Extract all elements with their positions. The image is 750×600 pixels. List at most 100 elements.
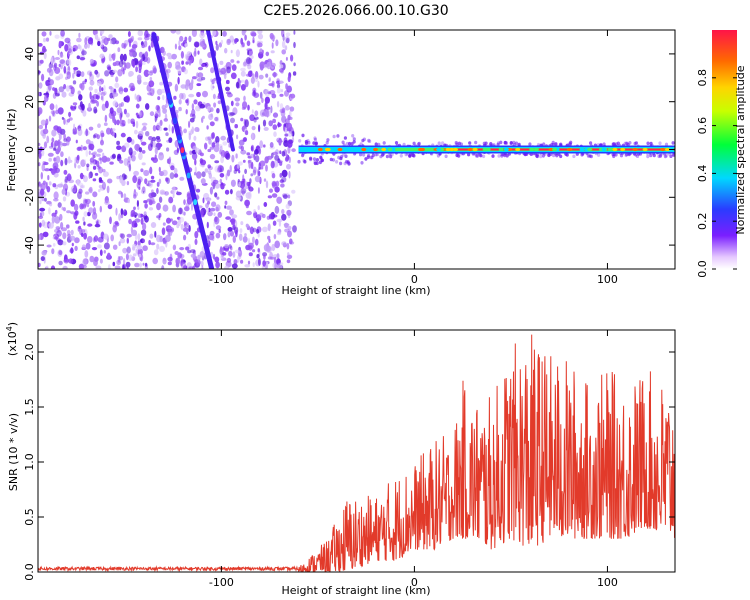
band-halo-dot (375, 152, 380, 157)
band-halo-dot (455, 142, 459, 147)
noise-dot (190, 253, 196, 258)
noise-dot (191, 30, 197, 37)
noise-dot (133, 206, 136, 211)
noise-dot (265, 180, 269, 189)
noise-dot (140, 168, 144, 173)
band-blob (587, 147, 593, 152)
noise-dot (66, 118, 71, 123)
noise-dot (134, 143, 141, 151)
noise-dot (112, 92, 119, 97)
noise-dot (83, 221, 86, 226)
noise-dot (80, 159, 86, 167)
noise-dot (78, 188, 83, 194)
noise-dot (97, 244, 102, 249)
noise-dot (40, 172, 43, 180)
noise-dot (290, 54, 294, 62)
noise-dot (206, 125, 209, 130)
noise-dot (279, 103, 284, 110)
noise-dot (158, 166, 161, 173)
noise-dot (88, 207, 94, 214)
noise-dot (142, 262, 145, 266)
noise-dot (110, 127, 113, 135)
noise-dot (60, 159, 64, 167)
band-halo-dot (474, 140, 478, 145)
noise-dot (181, 60, 185, 65)
noise-dot (162, 94, 165, 101)
noise-dot (65, 188, 67, 196)
noise-dot (148, 207, 154, 211)
noise-dot (286, 122, 293, 131)
noise-dot (184, 36, 188, 42)
band-halo-dot (505, 153, 509, 158)
noise-dot (289, 106, 295, 112)
spectrogram-y-axis-label: Frequency (Hz) (5, 109, 18, 192)
noise-dot (126, 136, 132, 143)
noise-dot (225, 79, 230, 85)
noise-dot (129, 49, 135, 53)
band-halo-dot (646, 141, 650, 146)
noise-dot (210, 83, 214, 91)
noise-dot (63, 66, 67, 74)
noise-dot (204, 168, 209, 173)
noise-dot (259, 160, 266, 167)
snr-frame (37, 329, 676, 573)
noise-dot (88, 186, 93, 194)
noise-dot (142, 61, 146, 65)
noise-dot (271, 62, 276, 68)
band-blob (620, 147, 626, 152)
noise-dot (100, 95, 103, 101)
noise-dot (281, 49, 287, 55)
band-halo-dot (541, 154, 546, 158)
noise-dot (240, 37, 244, 45)
noise-dot (81, 232, 84, 237)
noise-dot (189, 150, 193, 155)
band-halo-dot (362, 137, 366, 142)
noise-dot (249, 178, 252, 184)
noise-dot (101, 155, 108, 163)
noise-dot (112, 115, 116, 124)
noise-dot (268, 238, 271, 243)
band-halo-dot (455, 153, 459, 158)
noise-dot (127, 31, 131, 37)
noise-dot (188, 120, 191, 128)
noise-dot (255, 214, 262, 222)
trace-highlight (167, 93, 172, 100)
noise-dot (40, 188, 45, 196)
noise-dot (148, 240, 151, 245)
noise-dot (285, 37, 290, 44)
snr-y-tick-label: 0.5 (23, 508, 36, 526)
noise-dot (57, 202, 62, 208)
noise-dot (87, 37, 94, 45)
noise-dot (183, 221, 187, 226)
noise-dot (130, 209, 136, 217)
noise-dot (271, 243, 276, 252)
noise-dot (144, 51, 149, 59)
noise-dot (184, 53, 190, 60)
band-blob (632, 147, 638, 152)
noise-dot (141, 150, 146, 154)
noise-dot (257, 80, 260, 88)
band-halo-dot (497, 154, 501, 158)
noise-dot (114, 220, 119, 225)
noise-dot (178, 99, 182, 105)
noise-dot (211, 201, 217, 207)
noise-dot (84, 250, 89, 258)
noise-dot (119, 176, 123, 184)
noise-dot (230, 217, 236, 225)
band-halo-dot (491, 154, 495, 158)
noise-dot (66, 210, 71, 214)
band-halo-dot (366, 155, 370, 159)
noise-dot (54, 236, 58, 240)
noise-dot (207, 200, 210, 205)
noise-dot (200, 260, 204, 267)
band-halo-dot (339, 155, 344, 159)
noise-dot (231, 154, 235, 163)
noise-dot (186, 196, 193, 205)
noise-dot (57, 49, 60, 56)
noise-dot (244, 79, 249, 88)
noise-dot (119, 119, 124, 125)
noise-dot (103, 233, 109, 240)
noise-dot (207, 170, 212, 175)
noise-dot (263, 126, 269, 131)
noise-dot (208, 240, 211, 248)
